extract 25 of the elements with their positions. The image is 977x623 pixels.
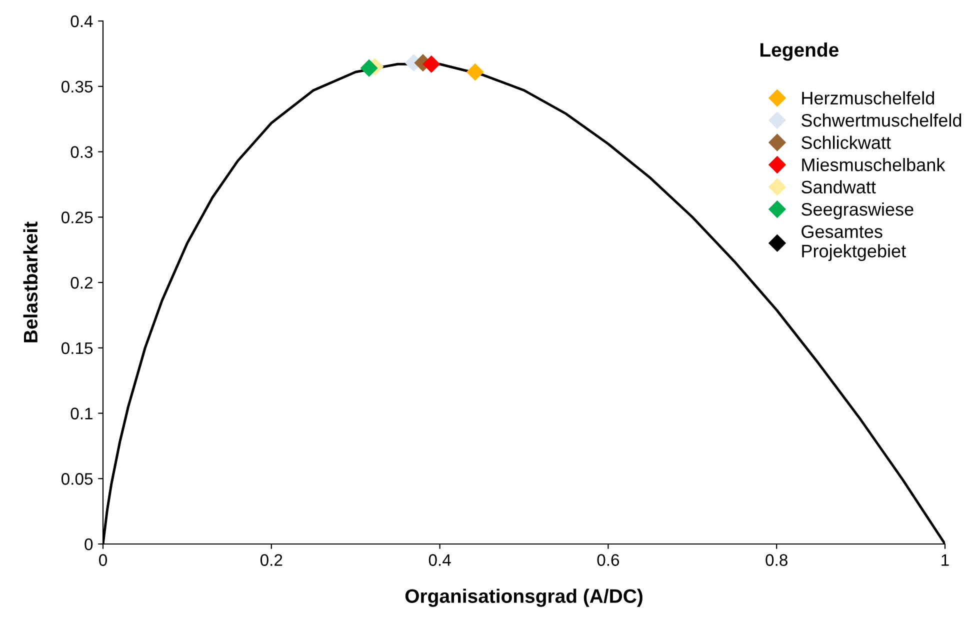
- x-tick-label: 1: [942, 554, 949, 566]
- legend-label: Herzmuschelfeld: [802, 91, 934, 105]
- legend-label: Schlickwatt: [802, 136, 891, 150]
- x-tick-label: 0.6: [597, 554, 620, 566]
- y-tick-label: 0.2: [70, 276, 92, 289]
- legend-label: Schwertmuschelfeld: [802, 113, 962, 127]
- legend-label: Miesmuschelbank: [802, 158, 946, 172]
- y-tick-label: 0.15: [61, 342, 93, 354]
- y-tick-label: 0.05: [61, 473, 93, 485]
- y-tick-label: 0.35: [61, 80, 93, 93]
- y-tick-label: 0.3: [70, 146, 93, 158]
- x-tick-label: 0.4: [428, 554, 451, 566]
- y-tick-label: 0: [84, 538, 93, 550]
- y-tick-label: 0.25: [61, 212, 93, 224]
- x-tick-label: 0: [99, 554, 107, 566]
- x-axis-title: Organisationsgrad (A/DC): [405, 588, 642, 607]
- y-axis-title: Belastbarkeit: [23, 222, 38, 342]
- legend-label: Seegraswiese: [802, 202, 914, 220]
- legend-title: Legende: [760, 42, 838, 61]
- x-tick-label: 0.2: [260, 554, 282, 566]
- legend-label: Gesamtes Projektgebiet: [802, 225, 906, 262]
- x-tick-label: 0.8: [766, 554, 788, 566]
- y-tick-label: 0.4: [70, 15, 93, 28]
- legend-label: Sandwatt: [802, 180, 876, 194]
- y-tick-label: 0.1: [70, 408, 92, 420]
